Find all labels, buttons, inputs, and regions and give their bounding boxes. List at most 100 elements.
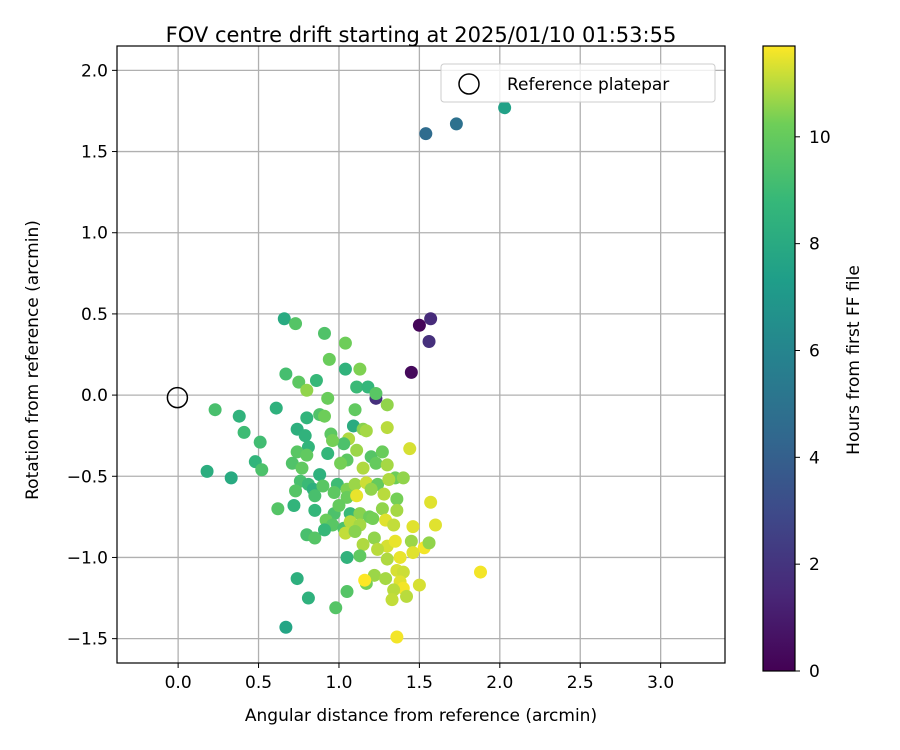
data-point [428, 518, 442, 532]
data-point [317, 523, 331, 537]
data-point [390, 492, 404, 506]
data-point [322, 352, 336, 366]
data-point [403, 442, 417, 456]
data-point [396, 471, 410, 485]
data-point [289, 484, 303, 498]
data-point [338, 336, 352, 350]
data-point [422, 335, 436, 349]
chart-title: FOV centre drift starting at 2025/01/10 … [166, 23, 677, 47]
data-point [380, 421, 394, 435]
data-point [356, 537, 370, 551]
data-point [367, 531, 381, 545]
legend-reference-marker [458, 73, 480, 95]
data-point [340, 585, 354, 599]
data-point [390, 503, 404, 517]
colorbar-tick-label: 6 [809, 341, 820, 361]
data-point [380, 458, 394, 472]
data-point [390, 630, 404, 644]
data-point [308, 531, 322, 545]
data-point [348, 524, 362, 538]
data-point [369, 456, 383, 470]
data-point [385, 593, 399, 607]
data-point [369, 386, 383, 400]
data-point [337, 437, 351, 451]
data-point [300, 383, 314, 397]
y-axis-ticks: −1.5 −1.0 −0.5 0.0 0.5 1.0 1.5 2.0 [67, 61, 117, 650]
data-point [208, 403, 222, 417]
data-point [313, 468, 327, 482]
x-tick-label: 3.0 [647, 673, 674, 693]
data-points [200, 101, 512, 644]
legend: Reference platepar [440, 63, 716, 103]
data-point [375, 445, 389, 459]
data-point [449, 117, 463, 131]
data-point [356, 461, 370, 475]
x-axis-label: Angular distance from reference (arcmin) [245, 706, 597, 726]
data-point [364, 482, 378, 496]
data-point [348, 403, 362, 417]
data-point [424, 495, 438, 509]
data-point [301, 591, 315, 605]
data-point [279, 620, 293, 634]
plot-frame [116, 45, 726, 664]
x-tick-label: 2.5 [567, 673, 594, 693]
data-point [371, 542, 385, 556]
data-point [321, 447, 335, 461]
data-point [353, 362, 367, 376]
legend-box [440, 63, 716, 103]
data-point [290, 572, 304, 586]
data-point [358, 573, 372, 587]
data-point [387, 518, 401, 532]
data-point [412, 578, 426, 592]
data-point [404, 365, 418, 379]
colorbar-label: Hours from first FF file [844, 265, 864, 455]
data-point [387, 583, 401, 597]
x-tick-label: 0.0 [165, 673, 192, 693]
data-point [292, 375, 306, 389]
data-point [308, 489, 322, 503]
data-point [237, 425, 251, 439]
data-point [271, 502, 285, 516]
data-point [326, 434, 340, 448]
x-tick-label: 1.0 [325, 673, 352, 693]
data-point [289, 317, 303, 331]
y-tick-label: 0.5 [81, 305, 108, 325]
data-point [406, 520, 420, 534]
data-point [340, 550, 354, 564]
data-point [279, 367, 293, 381]
data-point [359, 424, 373, 438]
data-point [329, 601, 343, 615]
data-point [327, 486, 341, 500]
data-point [317, 326, 331, 340]
data-point [422, 536, 436, 550]
colorbar-tick-label: 0 [809, 662, 820, 682]
data-point [332, 499, 346, 513]
data-point [338, 362, 352, 376]
x-tick-label: 2.0 [486, 673, 513, 693]
data-point [400, 589, 414, 603]
data-point [269, 401, 283, 415]
data-point [388, 534, 402, 548]
data-point [317, 409, 331, 423]
data-point [380, 398, 394, 412]
data-point [377, 487, 391, 501]
data-point [340, 490, 354, 504]
data-point [367, 568, 381, 582]
y-tick-label: 1.0 [81, 224, 108, 244]
data-point [375, 502, 389, 516]
y-tick-label: 0.0 [81, 386, 108, 406]
grid-lines [117, 46, 725, 663]
data-point [382, 473, 396, 487]
data-point [253, 435, 267, 449]
colorbar-tick-label: 2 [809, 555, 820, 575]
data-point [298, 429, 312, 443]
data-point [419, 127, 433, 141]
y-tick-label: −1.0 [67, 548, 108, 568]
data-point [308, 503, 322, 517]
data-point [295, 461, 309, 475]
data-point [232, 409, 246, 423]
colorbar-tick-label: 10 [809, 128, 831, 148]
data-point [316, 479, 330, 493]
data-point [338, 526, 352, 540]
